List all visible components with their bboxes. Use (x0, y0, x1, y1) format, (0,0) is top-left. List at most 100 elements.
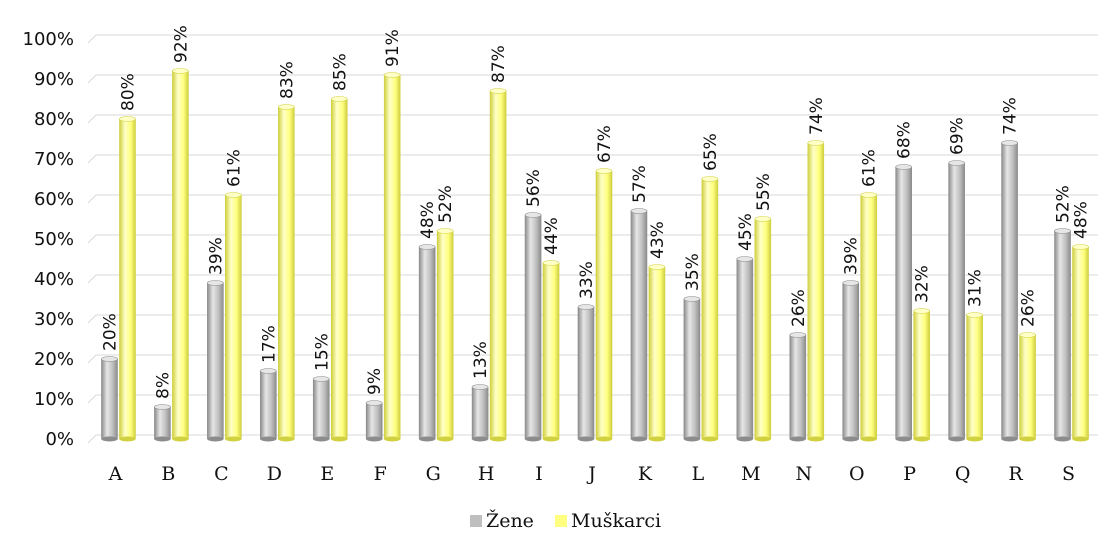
y-axis: 0% 10% 20% 30% 40% 50% 60% 70% 80% 90% 100% (23, 29, 74, 450)
bar-base (842, 436, 859, 442)
x-axis: A B C D E F G H I J K L M N O P Q R S (108, 463, 1075, 485)
data-label: 52% (436, 185, 456, 223)
bar-top (489, 88, 507, 94)
bar-top (172, 68, 189, 74)
bar-body (789, 334, 807, 440)
bar-muskarci (542, 260, 560, 442)
gridline (87, 194, 1098, 204)
bar-base (278, 436, 295, 442)
bar-top (630, 208, 648, 214)
x-tick-label: H (478, 463, 495, 485)
data-label: 48% (418, 201, 438, 239)
bar-base (736, 436, 753, 442)
bar-muskarci (383, 72, 401, 442)
data-label: 48% (1072, 201, 1092, 239)
x-tick-label: N (795, 463, 812, 485)
data-label: 26% (1019, 289, 1039, 327)
bar-top (577, 304, 595, 310)
x-tick-label: L (692, 463, 705, 485)
x-tick-label: J (586, 463, 596, 485)
data-label: 52% (1054, 185, 1074, 223)
bars (101, 68, 1089, 442)
bar-top (524, 212, 542, 218)
bar-body (1019, 334, 1036, 440)
data-label: 35% (683, 253, 703, 291)
bar-base (260, 436, 277, 442)
legend-swatch (470, 515, 482, 527)
bar-zene (101, 356, 118, 442)
data-label: 39% (206, 237, 226, 275)
y-tick-label: 100% (23, 29, 74, 50)
bar-top (683, 296, 701, 302)
bar-body (383, 74, 401, 440)
bar-muskarci (1072, 244, 1089, 442)
data-label: 8% (153, 372, 173, 399)
bar-top (789, 332, 807, 338)
bar-base (543, 436, 560, 442)
bar-zene (736, 256, 754, 442)
bar-body (630, 210, 648, 440)
bar-base (225, 436, 242, 442)
bar-base (419, 436, 436, 442)
bar-base (948, 436, 965, 442)
bar-top (1019, 332, 1036, 338)
data-label: 56% (524, 169, 544, 207)
bar-zene (895, 164, 912, 442)
gridline (87, 154, 1098, 164)
bar-top (260, 368, 277, 374)
bar-body (436, 230, 454, 440)
bar-muskarci (966, 312, 983, 442)
legend-swatch (555, 515, 567, 527)
bar-zene (1001, 140, 1018, 442)
bar-base (154, 436, 171, 442)
bar-zene (683, 296, 701, 442)
bar-top (330, 96, 348, 102)
data-label: 44% (542, 217, 562, 255)
y-tick-label: 90% (34, 69, 74, 90)
bar-top (101, 356, 118, 362)
y-tick-label: 70% (34, 149, 74, 170)
legend-label: Žene (486, 509, 534, 532)
bar-body (842, 282, 860, 440)
legend-item: Žene (470, 509, 534, 532)
bar-top (1054, 228, 1071, 234)
bar-base (913, 436, 930, 442)
bar-muskarci (225, 192, 242, 442)
bar-muskarci (172, 68, 189, 442)
data-label: 17% (259, 325, 279, 363)
bar-base (1019, 436, 1036, 442)
data-label: 67% (595, 125, 615, 163)
bar-base (490, 436, 507, 442)
data-label: 92% (171, 25, 191, 63)
x-tick-label: K (638, 463, 653, 485)
bar-muskarci (1019, 332, 1036, 442)
y-tick-label: 40% (34, 269, 74, 290)
x-tick-label: O (849, 463, 865, 485)
data-label: 33% (577, 261, 597, 299)
bar-body (860, 194, 878, 440)
data-label: 68% (895, 121, 915, 159)
bar-muskarci (489, 88, 507, 442)
bar-top (154, 404, 171, 410)
bar-top (418, 244, 436, 250)
bar-base (596, 436, 612, 442)
x-tick-label: E (320, 463, 334, 485)
bar-top (225, 192, 242, 198)
bar-top (471, 384, 489, 390)
gridline (87, 114, 1098, 124)
bar-body (648, 266, 666, 440)
bar-top (542, 260, 560, 266)
y-tick-label: 0% (45, 429, 74, 450)
bar-base (313, 436, 330, 442)
bar-zene (154, 404, 171, 442)
gridlines (87, 34, 1098, 444)
data-label: 91% (383, 29, 403, 67)
data-label: 85% (330, 53, 350, 91)
data-label: 65% (701, 133, 721, 171)
bar-body (913, 310, 930, 440)
bar-zene (789, 332, 807, 442)
bar-base (701, 436, 718, 442)
bar-body (207, 282, 224, 440)
